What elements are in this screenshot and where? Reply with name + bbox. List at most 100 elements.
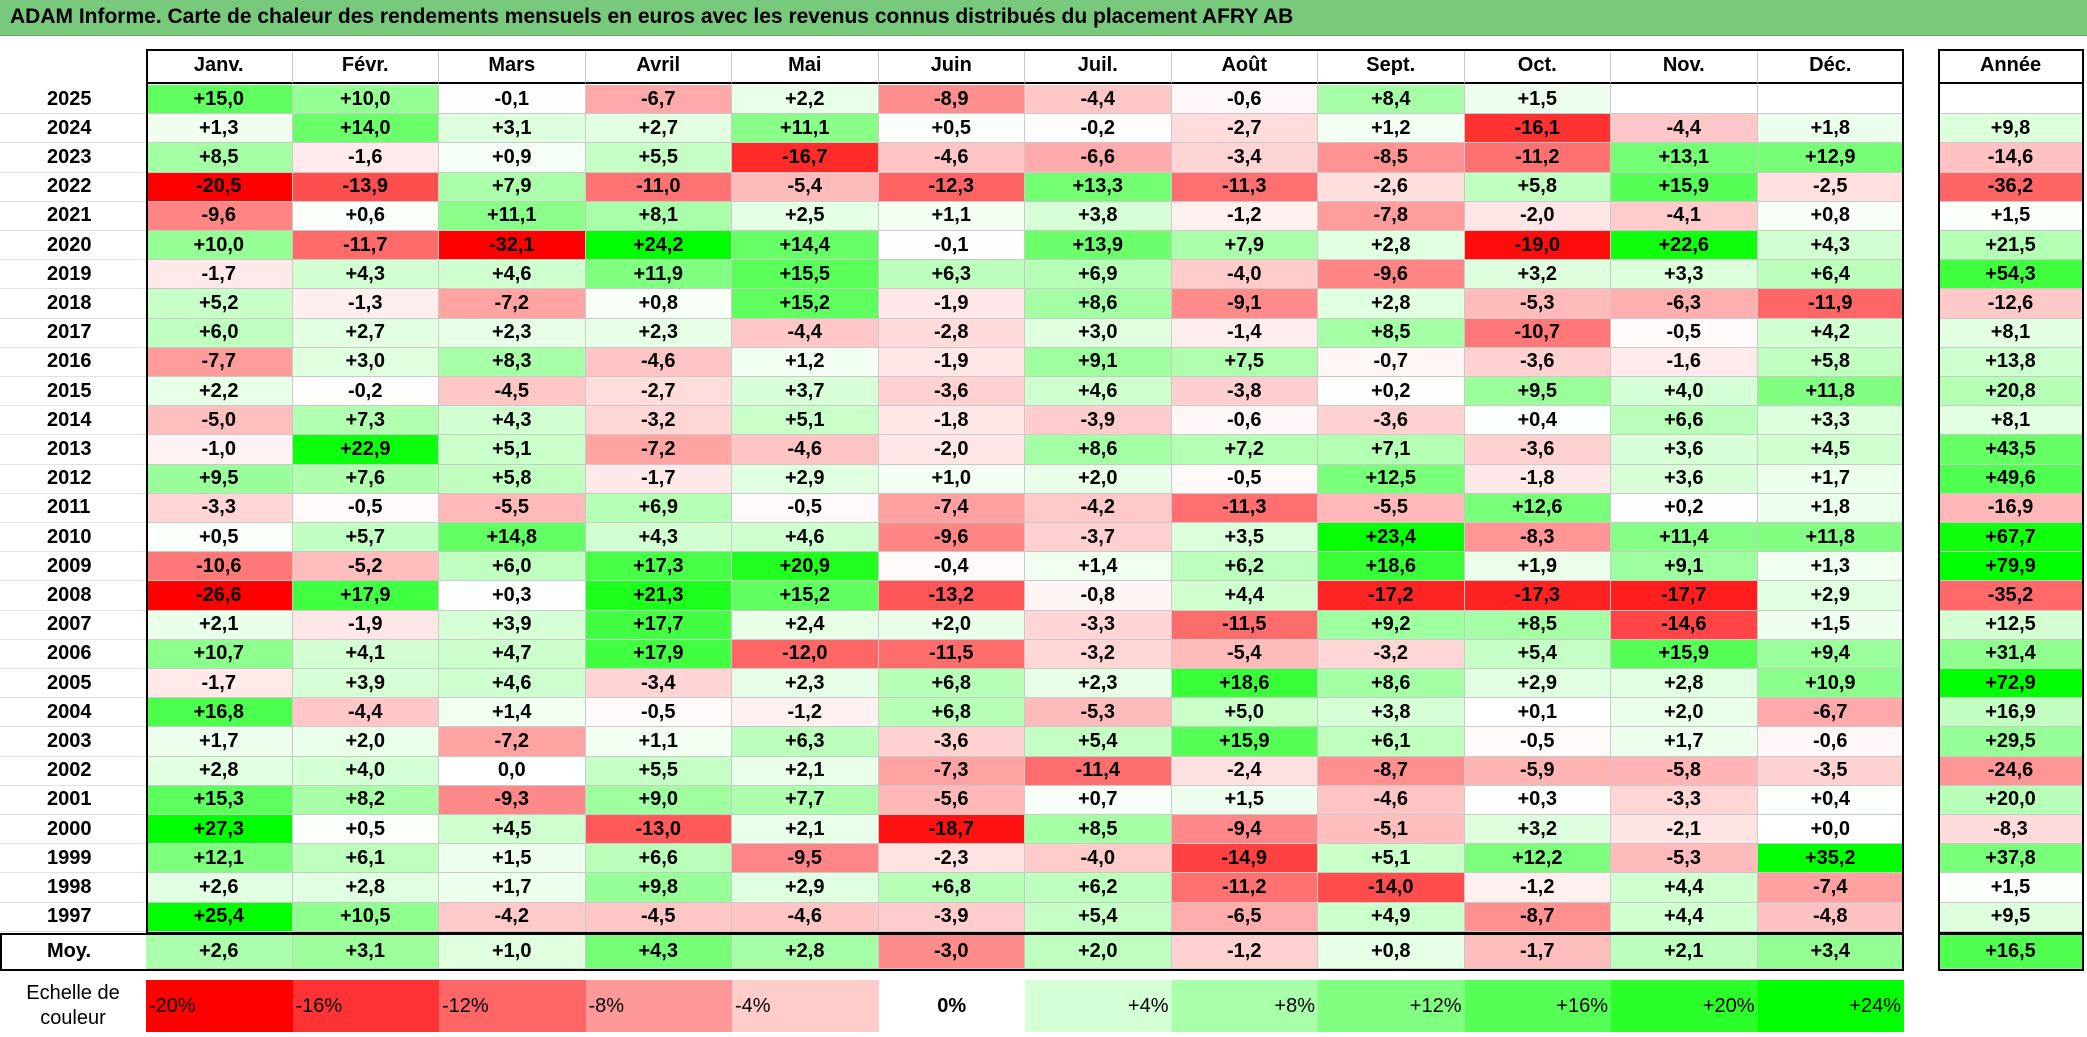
heatmap-cell: +3,2	[1464, 815, 1611, 845]
year-label: 2011	[0, 494, 146, 523]
heatmap-cell: -0,2	[1025, 114, 1172, 144]
heatmap-cell: +4,5	[439, 815, 586, 845]
heatmap-cell: -9,6	[1318, 260, 1465, 290]
heatmap-cell: +4,6	[439, 260, 586, 290]
color-scale-step: +4%	[1025, 980, 1172, 1032]
heatmap-cell: +4,2	[1757, 318, 1904, 348]
heatmap-cell	[1757, 85, 1904, 115]
color-scale-step: -4%	[732, 980, 879, 1032]
heatmap-cell: +3,5	[1171, 523, 1318, 553]
average-cell: +3,1	[292, 934, 439, 969]
heatmap-cell: +0,7	[1025, 785, 1172, 815]
heatmap-cell: -1,2	[732, 698, 879, 728]
heatmap-cell: +5,7	[292, 523, 439, 553]
year-label: 2019	[0, 260, 146, 290]
heatmap-cell: -2,1	[1611, 815, 1758, 845]
heatmap-cell: -0,7	[1318, 347, 1465, 377]
heatmap-cell: -7,2	[439, 289, 586, 319]
heatmap-cell: -9,6	[146, 201, 293, 231]
heatmap-cell: +9,8	[585, 873, 732, 903]
heatmap-cell: -4,4	[732, 318, 879, 348]
heatmap-cell: -11,4	[1025, 756, 1172, 786]
heatmap-cell: +2,1	[732, 756, 879, 786]
annual-cell	[1938, 85, 2084, 115]
heatmap-cell: -0,6	[1171, 85, 1318, 115]
heatmap-cell: -5,5	[1318, 493, 1465, 523]
heatmap-cell: -14,9	[1171, 844, 1318, 874]
heatmap-cell: -4,0	[1171, 260, 1318, 290]
average-cell: -1,2	[1171, 934, 1318, 969]
heatmap-cell: -32,1	[439, 231, 586, 261]
heatmap-cell: -1,9	[878, 289, 1025, 319]
heatmap-cell: +2,9	[1464, 669, 1611, 699]
heatmap-cell: +4,3	[439, 406, 586, 436]
heatmap-cell: +2,9	[732, 873, 879, 903]
heatmap-cell: -16,7	[732, 143, 879, 173]
heatmap-cell: +2,7	[585, 114, 732, 144]
heatmap-cell: -11,3	[1171, 172, 1318, 202]
heatmap-cell: +2,8	[292, 873, 439, 903]
heatmap-cell: -0,8	[1025, 581, 1172, 611]
heatmap-cell	[1611, 85, 1758, 115]
heatmap-cell: +1,1	[878, 201, 1025, 231]
month-header: Déc.	[1757, 49, 1904, 84]
heatmap-cell: +6,3	[878, 260, 1025, 290]
heatmap-cell: +7,9	[1171, 231, 1318, 261]
heatmap-cell: +1,1	[585, 727, 732, 757]
color-scale-label-line2: couleur	[40, 1007, 106, 1029]
heatmap-cell: +2,8	[1318, 231, 1465, 261]
heatmap-cell: +25,4	[146, 902, 293, 932]
heatmap-cell: -11,2	[1171, 873, 1318, 903]
heatmap-cell: +10,0	[146, 231, 293, 261]
heatmap-cell: +4,3	[1757, 231, 1904, 261]
heatmap-cell: +11,8	[1757, 523, 1904, 553]
heatmap-cell: +11,1	[439, 201, 586, 231]
heatmap-cell: -1,7	[585, 464, 732, 494]
heatmap-cell: +4,6	[1025, 377, 1172, 407]
heatmap-cell: +6,1	[1318, 727, 1465, 757]
heatmap-cell: +17,7	[585, 610, 732, 640]
heatmap-cell: +0,0	[1757, 815, 1904, 845]
heatmap-cell: -7,7	[146, 347, 293, 377]
heatmap-cell: +2,2	[146, 377, 293, 407]
year-label: 2016	[0, 348, 146, 377]
heatmap-cell: -17,7	[1611, 581, 1758, 611]
year-label: 1997	[0, 903, 146, 932]
heatmap-cell: +15,9	[1611, 639, 1758, 669]
month-header: Nov.	[1611, 49, 1758, 84]
heatmap-cell: +8,2	[292, 785, 439, 815]
year-column-header: Année	[1938, 49, 2084, 84]
heatmap-cell: +14,4	[732, 231, 879, 261]
heatmap-cell: -8,3	[1464, 523, 1611, 553]
heatmap-cell: -3,4	[1171, 143, 1318, 173]
heatmap-cell: -4,5	[439, 377, 586, 407]
heatmap-cell: -7,2	[439, 727, 586, 757]
year-label: 1999	[0, 844, 146, 874]
heatmap-cell: +2,0	[292, 727, 439, 757]
heatmap-cell: +12,1	[146, 844, 293, 874]
annual-cell: +72,9	[1938, 669, 2084, 699]
heatmap-cell: -4,6	[732, 435, 879, 465]
heatmap-cell: -11,5	[1171, 610, 1318, 640]
color-scale-label-line1: Echelle de	[26, 982, 120, 1004]
heatmap-cell: +1,5	[1464, 85, 1611, 115]
heatmap-cell: +4,0	[292, 756, 439, 786]
heatmap-cell: -1,9	[878, 347, 1025, 377]
heatmap-cell: -9,6	[878, 523, 1025, 553]
color-scale-step: 0%	[878, 980, 1025, 1032]
heatmap-cell: -1,7	[146, 669, 293, 699]
heatmap-cell: -0,5	[585, 698, 732, 728]
heatmap-cell: +0,1	[1464, 698, 1611, 728]
heatmap-cell: +2,0	[1025, 464, 1172, 494]
heatmap-cell: +1,7	[1757, 464, 1904, 494]
annual-cell: +54,3	[1938, 260, 2084, 290]
heatmap-cell: -5,4	[1171, 639, 1318, 669]
year-label: 2001	[0, 786, 146, 815]
heatmap-cell: +5,0	[1171, 698, 1318, 728]
heatmap-cell: -0,1	[878, 231, 1025, 261]
heatmap-cell: +5,4	[1025, 902, 1172, 932]
annual-cell: +12,5	[1938, 610, 2084, 640]
average-cell: +2,0	[1025, 934, 1172, 969]
heatmap-cell: -14,0	[1318, 873, 1465, 903]
average-cell: +2,6	[146, 934, 293, 969]
